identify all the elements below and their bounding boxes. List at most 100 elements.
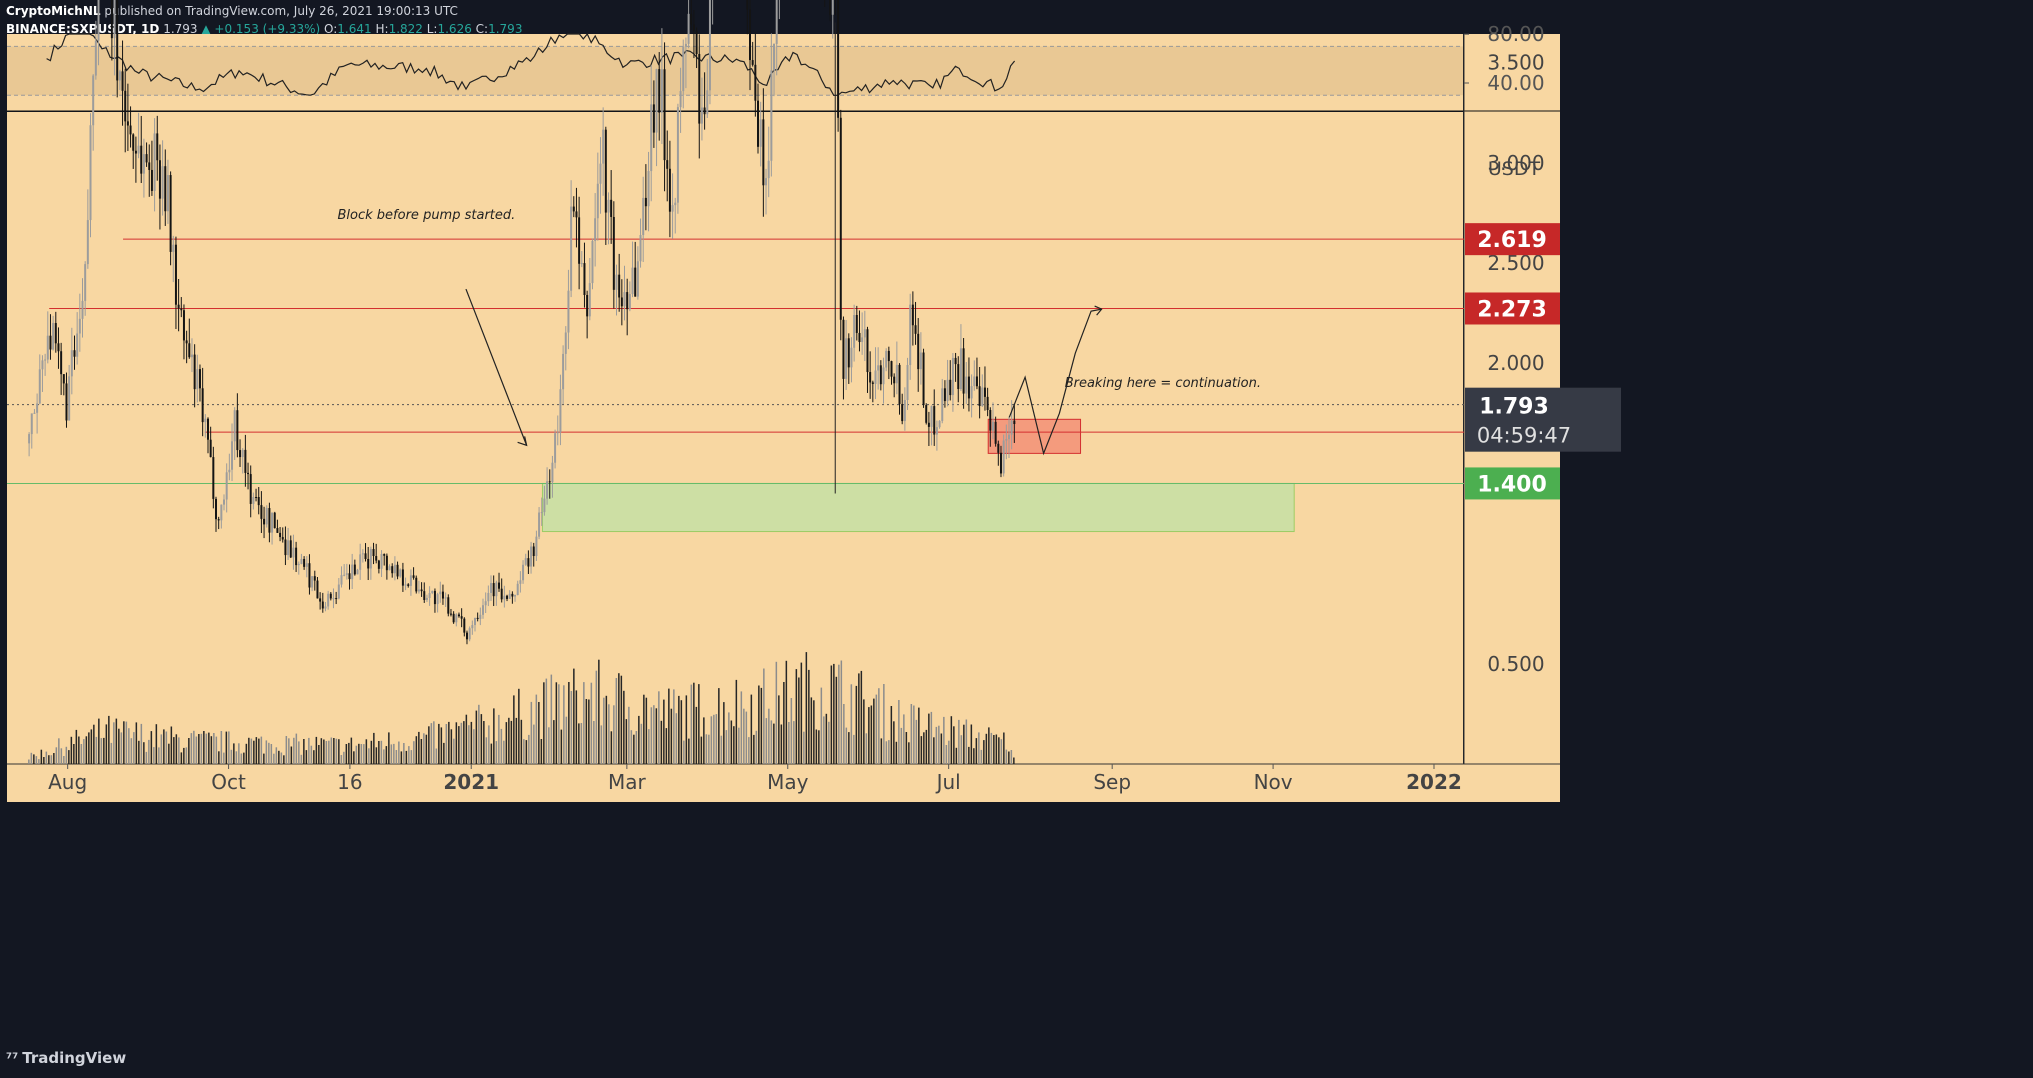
candle-up xyxy=(81,300,84,319)
volume-bar xyxy=(873,698,875,764)
candle-down xyxy=(249,474,252,504)
volume-bar xyxy=(605,695,608,764)
volume-bar xyxy=(960,735,963,764)
candle-up xyxy=(337,584,340,599)
candle-down xyxy=(927,422,930,427)
volume-bar xyxy=(215,736,218,764)
volume-bar xyxy=(248,737,250,764)
volume-bar xyxy=(963,724,965,764)
volume-bar xyxy=(780,724,783,764)
candle-down xyxy=(692,24,695,31)
candle-up xyxy=(503,595,506,600)
candle-down xyxy=(423,591,426,600)
tradingview-footer[interactable]: ⁷⁷ TradingView xyxy=(6,1049,126,1067)
volume-bar xyxy=(433,721,435,764)
candle-up xyxy=(706,90,709,115)
author-name[interactable]: CryptoMichNL xyxy=(6,4,101,18)
candle-down xyxy=(110,0,113,39)
candle-down xyxy=(124,90,127,122)
candle-down xyxy=(922,352,925,406)
candle-up xyxy=(324,606,327,609)
candle-down xyxy=(652,104,655,133)
volume-bar xyxy=(935,726,938,764)
volume-bar xyxy=(225,731,228,764)
candle-down xyxy=(244,449,247,473)
price-label-text: 2.619 xyxy=(1477,228,1547,253)
candle-up xyxy=(946,379,949,402)
volume-bar xyxy=(520,719,523,764)
volume-bar xyxy=(678,695,680,764)
volume-bar xyxy=(753,734,755,764)
volume-bar xyxy=(155,724,158,764)
candle-down xyxy=(837,0,840,118)
candle-down xyxy=(121,71,124,91)
candle-down xyxy=(391,566,394,574)
volume-bar xyxy=(163,729,165,764)
price-label-box xyxy=(1465,467,1560,500)
candle-up xyxy=(300,558,303,564)
volume-bar xyxy=(413,741,415,764)
volume-bar xyxy=(538,702,540,764)
volume-bar xyxy=(460,722,463,764)
volume-bar xyxy=(70,736,73,764)
candle-up xyxy=(588,283,591,317)
candle-up xyxy=(895,364,898,384)
volume-bar xyxy=(458,726,460,764)
rsi-band xyxy=(7,46,1463,96)
volume-bar xyxy=(355,745,358,764)
volume-bar xyxy=(845,727,848,764)
volume-bar xyxy=(88,732,90,764)
candle-down xyxy=(182,310,185,341)
volume-bar xyxy=(128,728,130,764)
volume-bar xyxy=(453,738,455,764)
candle-down xyxy=(60,351,63,375)
candle-down xyxy=(890,361,893,377)
candle-up xyxy=(650,104,653,172)
volume-bar xyxy=(178,737,180,764)
volume-bar xyxy=(668,688,670,764)
candle-down xyxy=(335,598,338,600)
candle-up xyxy=(559,389,562,433)
volume-bar xyxy=(793,721,795,764)
candle-down xyxy=(257,497,260,506)
candle-up xyxy=(845,338,848,379)
volume-bar xyxy=(298,741,300,764)
ticker-symbol[interactable]: BINANCE:SXPUSDT, 1D xyxy=(6,22,160,36)
candle-up xyxy=(393,564,396,574)
volume-bar xyxy=(313,750,315,764)
volume-bar xyxy=(778,695,780,764)
candle-up xyxy=(473,617,476,626)
volume-bar xyxy=(483,721,485,764)
volume-bar xyxy=(760,687,763,764)
volume-bar xyxy=(423,733,425,764)
volume-bar xyxy=(573,668,575,764)
volume-bar xyxy=(470,721,473,764)
candle-up xyxy=(76,333,79,357)
volume-bar xyxy=(610,731,613,764)
candle-up xyxy=(161,166,164,199)
candle-down xyxy=(295,547,298,566)
time-tick-label: May xyxy=(767,770,809,794)
candle-down xyxy=(901,404,904,422)
volume-bar xyxy=(203,731,205,764)
volume-bar xyxy=(918,707,920,764)
volume-bar xyxy=(100,738,103,764)
candle-up xyxy=(935,427,938,435)
volume-bar xyxy=(940,733,943,764)
candle-up xyxy=(30,413,33,435)
candle-down xyxy=(212,457,215,499)
candle-down xyxy=(281,537,284,540)
time-tick-label: 2022 xyxy=(1406,770,1462,794)
volume-bar xyxy=(513,695,515,764)
volume-bar xyxy=(1010,750,1013,764)
volume-bar xyxy=(830,665,833,764)
candle-up xyxy=(570,206,573,291)
volume-bar xyxy=(900,727,903,764)
volume-bar xyxy=(653,705,655,764)
volume-bar xyxy=(588,699,590,764)
candle-down xyxy=(978,386,981,407)
candle-down xyxy=(268,508,271,533)
candle-up xyxy=(455,614,458,623)
candle-down xyxy=(169,175,172,252)
